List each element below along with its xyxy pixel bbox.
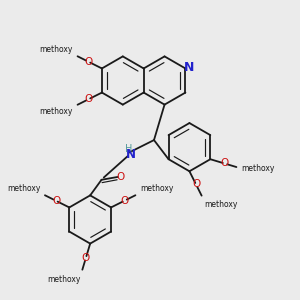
- Text: O: O: [120, 196, 128, 206]
- Text: O: O: [85, 57, 93, 67]
- Text: H: H: [125, 144, 133, 154]
- Text: N: N: [126, 148, 136, 161]
- Text: O: O: [85, 94, 93, 104]
- Text: methoxy: methoxy: [47, 274, 81, 284]
- Text: N: N: [184, 61, 194, 74]
- Text: methoxy: methoxy: [140, 184, 173, 193]
- Text: O: O: [52, 196, 60, 206]
- Text: O: O: [117, 172, 125, 182]
- Text: methoxy: methoxy: [40, 107, 73, 116]
- Text: methoxy: methoxy: [241, 164, 275, 173]
- Text: O: O: [220, 158, 229, 169]
- Text: O: O: [192, 179, 200, 190]
- Text: methoxy: methoxy: [7, 184, 40, 193]
- Text: O: O: [82, 253, 90, 263]
- Text: methoxy: methoxy: [40, 45, 73, 54]
- Text: methoxy: methoxy: [204, 200, 237, 209]
